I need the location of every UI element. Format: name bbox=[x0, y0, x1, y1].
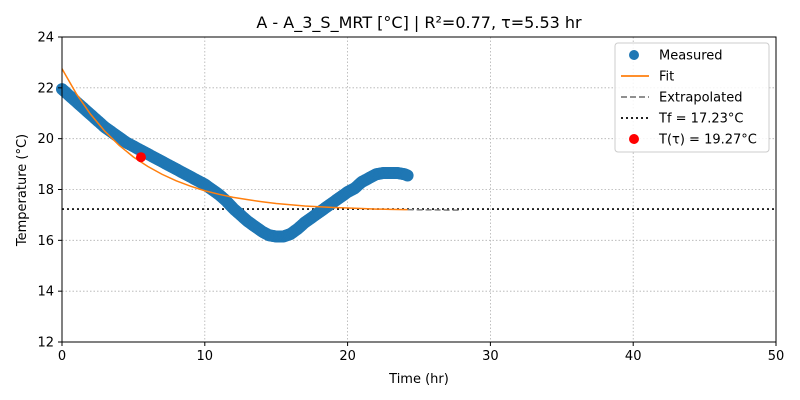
legend-label: Measured bbox=[659, 49, 723, 64]
x-tick-label: 50 bbox=[768, 349, 785, 364]
y-tick-label: 12 bbox=[37, 336, 54, 351]
fit-line bbox=[61, 68, 408, 211]
plot-series bbox=[56, 68, 776, 243]
y-tick-label: 18 bbox=[37, 183, 54, 198]
y-tick-label: 14 bbox=[37, 285, 54, 300]
legend-marker-scatter bbox=[629, 50, 639, 60]
legend: Measured Fit Extrapolated Tf = 17.23°C T(τ) … bbox=[614, 42, 770, 153]
y-tick-label: 20 bbox=[37, 132, 54, 147]
y-tick-label: 24 bbox=[37, 31, 54, 46]
legend-label: Fit bbox=[659, 70, 674, 85]
y-tick-label: 16 bbox=[37, 234, 54, 249]
chart-title: A - A_3_S_MRT [°C] | R²=0.77, τ=5.53 hr bbox=[256, 13, 582, 33]
x-axis-ticks: 0 10 20 30 40 50 bbox=[58, 342, 784, 364]
y-tick-label: 22 bbox=[37, 81, 54, 96]
y-axis-label: Temperature (°C) bbox=[15, 134, 30, 247]
legend-marker-point bbox=[629, 134, 639, 144]
tau-point bbox=[135, 152, 146, 163]
y-axis-ticks: 12 14 16 18 20 22 24 bbox=[37, 31, 62, 351]
legend-label: Extrapolated bbox=[659, 91, 742, 106]
legend-label: T(τ) = 19.27°C bbox=[658, 133, 757, 148]
x-tick-label: 0 bbox=[58, 349, 66, 364]
x-tick-label: 20 bbox=[339, 349, 356, 364]
x-tick-label: 30 bbox=[482, 349, 499, 364]
legend-label: Tf = 17.23°C bbox=[658, 112, 743, 127]
extrapolated-line bbox=[407, 208, 462, 211]
measured-point bbox=[401, 169, 414, 182]
x-tick-label: 40 bbox=[625, 349, 642, 364]
legend-box bbox=[614, 42, 770, 153]
x-tick-label: 10 bbox=[197, 349, 214, 364]
x-axis-label: Time (hr) bbox=[388, 372, 449, 387]
